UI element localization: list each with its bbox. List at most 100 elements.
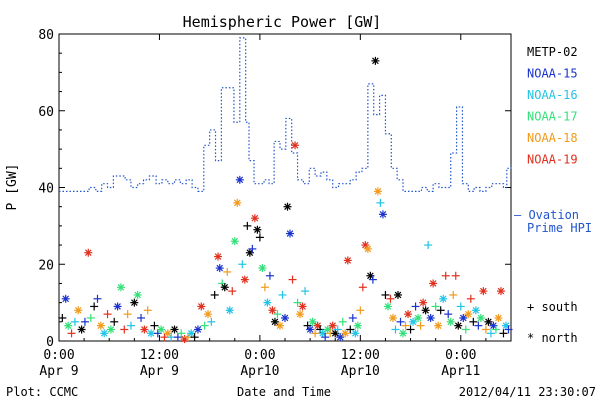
north-point [74, 306, 83, 315]
north-point [496, 287, 505, 296]
south-point [120, 325, 129, 334]
south-point [153, 329, 162, 338]
north-point [351, 329, 360, 338]
north-point [296, 310, 305, 319]
north-point [446, 317, 455, 326]
legend-satellite-noaa-19: NOAA-19 [527, 153, 578, 167]
south-point [80, 317, 89, 326]
north-point [240, 275, 249, 284]
legend-symbol-south: + south [527, 300, 578, 314]
north-point [116, 283, 125, 292]
north-point [394, 290, 402, 299]
legend-satellite-noaa-16: NOAA-16 [527, 88, 578, 102]
south-point [301, 287, 310, 296]
south-point [143, 306, 152, 315]
south-point [223, 267, 232, 276]
north-point [471, 306, 480, 315]
south-point [90, 302, 99, 311]
south-point [228, 287, 237, 296]
north-point [306, 325, 315, 334]
y-axis: 0 20 40 60 80 [38, 28, 511, 350]
x-axis-label: Date and Time [237, 385, 331, 399]
north-point [414, 313, 423, 322]
north-point [133, 290, 142, 299]
x-tick-label-date: Apr10 [341, 364, 380, 379]
south-point [293, 298, 302, 307]
north-point [84, 248, 93, 257]
north-point [419, 298, 428, 307]
x-tick-label-date: Apr 9 [140, 364, 179, 379]
north-point [147, 329, 156, 338]
south-point [288, 275, 297, 284]
north-point [341, 329, 350, 338]
north-point [283, 202, 292, 211]
north-point [197, 302, 206, 311]
south-point [499, 329, 508, 338]
north-point [203, 310, 212, 319]
north-point [268, 306, 277, 315]
north-point [439, 294, 448, 303]
north-point [113, 302, 122, 311]
north-point [214, 252, 223, 261]
ovation-line-path [59, 37, 512, 192]
y-tick-label: 80 [38, 28, 54, 43]
south-point [210, 290, 219, 299]
south-point [255, 233, 264, 242]
north-point [220, 283, 229, 292]
north-point [233, 198, 242, 207]
south-point [368, 275, 377, 284]
south-point [504, 325, 513, 334]
north-point [77, 325, 86, 334]
south-point [376, 198, 385, 207]
south-point [278, 290, 287, 299]
south-point [86, 313, 95, 322]
south-point [411, 302, 420, 311]
south-point [321, 333, 330, 342]
south-point [338, 317, 347, 326]
x-tick-label-time: 12:00 [341, 348, 380, 363]
south-point [93, 294, 102, 303]
north-point [258, 264, 267, 273]
south-point [381, 290, 390, 299]
south-point [461, 325, 470, 334]
north-point [298, 302, 307, 311]
north-point [193, 325, 202, 334]
south-point [243, 221, 252, 230]
south-point [469, 317, 478, 326]
north-point [363, 244, 372, 253]
north-point [163, 329, 172, 338]
north-point [328, 321, 337, 330]
north-point [429, 279, 438, 288]
south-point [346, 325, 355, 334]
south-point [190, 333, 199, 342]
south-point [348, 313, 357, 322]
north-point [409, 317, 418, 326]
south-point [238, 260, 247, 269]
north-point [96, 321, 105, 330]
north-point [336, 333, 345, 342]
north-point [225, 306, 234, 315]
north-point [230, 237, 239, 246]
south-point [260, 283, 269, 292]
legend-ovation-label: – Ovation [514, 208, 579, 222]
north-point [140, 325, 149, 334]
north-point [157, 325, 166, 334]
north-point [253, 225, 262, 234]
north-point [235, 175, 244, 184]
x-tick-label-time: 0:00 [244, 348, 275, 363]
legend-symbol-north: * north [527, 331, 578, 345]
south-point [333, 325, 342, 334]
x-tick-label-time: 0:00 [445, 348, 476, 363]
north-point [275, 321, 284, 330]
north-point [308, 317, 317, 326]
north-point [106, 325, 115, 334]
south-point [103, 310, 112, 319]
north-point [426, 313, 435, 322]
x-tick-label-date: Apr11 [441, 364, 480, 379]
south-point [451, 271, 460, 280]
north-point [383, 302, 392, 311]
north-point [454, 321, 463, 330]
north-point [170, 325, 179, 334]
south-point [173, 333, 182, 342]
